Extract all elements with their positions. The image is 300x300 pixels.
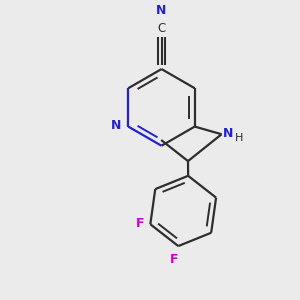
Text: F: F	[170, 253, 179, 266]
Text: N: N	[223, 127, 233, 140]
Text: N: N	[156, 4, 167, 17]
Text: F: F	[136, 217, 145, 230]
Text: H: H	[235, 133, 243, 143]
Text: C: C	[158, 22, 166, 34]
Text: N: N	[111, 119, 122, 132]
